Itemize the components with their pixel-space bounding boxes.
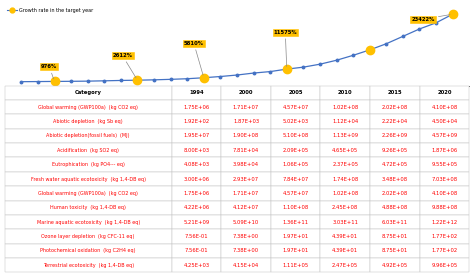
Text: 976%: 976% — [41, 64, 57, 79]
Legend: Growth rate in the target year: Growth rate in the target year — [7, 8, 93, 13]
Text: 23422%: 23422% — [411, 15, 450, 22]
Text: 11575%: 11575% — [273, 30, 297, 66]
Text: 2612%: 2612% — [112, 53, 136, 78]
Text: 5810%: 5810% — [184, 41, 204, 75]
